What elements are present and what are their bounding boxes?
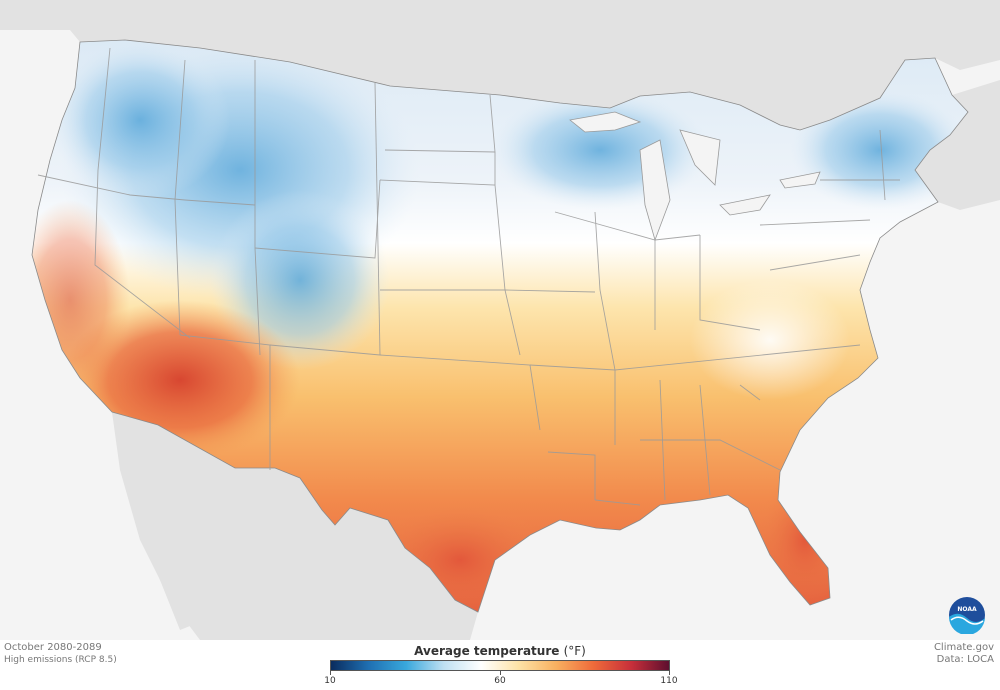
noaa-logo: NOAA [949, 597, 985, 634]
baja-peninsula-land [112, 412, 205, 630]
legend-tick-mid: 60 [494, 676, 506, 686]
legend-tick-mark-mid [500, 671, 501, 675]
legend-tick-min: 10 [324, 676, 336, 686]
canada-land [0, 0, 1000, 130]
noaa-logo-text: NOAA [957, 606, 977, 613]
mexico-land [112, 412, 478, 640]
legend-title-text: Average temperature [414, 644, 560, 658]
great-lakes [569, 111, 821, 242]
state-boundaries [37, 47, 900, 506]
us-temperature-field [32, 40, 968, 612]
legend-tick-mark-max [669, 671, 670, 675]
temperature-map [0, 0, 1000, 640]
period-label: October 2080-2089 [4, 642, 102, 653]
credit-data: Data: LOCA [936, 654, 994, 665]
canada-east-land [915, 80, 1000, 210]
legend-color-bar [330, 660, 670, 671]
legend-title: Average temperature (°F) [330, 644, 670, 658]
legend-tick-mark-min [330, 671, 331, 675]
map-area: NOAA [0, 0, 1000, 640]
legend-unit: (°F) [563, 644, 586, 658]
scenario-label: High emissions (RCP 8.5) [4, 655, 117, 665]
footer: October 2080-2089 High emissions (RCP 8.… [0, 640, 1000, 690]
credit-site: Climate.gov [933, 642, 994, 653]
legend-tick-max: 110 [660, 676, 678, 686]
